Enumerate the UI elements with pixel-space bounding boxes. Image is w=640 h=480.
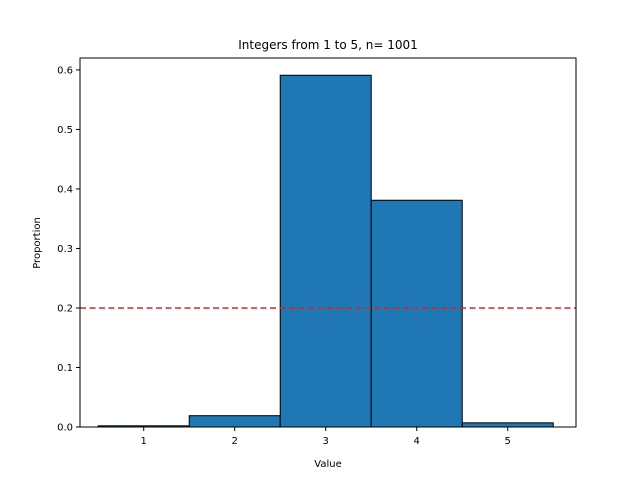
chart-title: Integers from 1 to 5, n= 1001 [238, 38, 418, 52]
bar-4 [370, 199, 463, 428]
bar-2 [188, 415, 281, 428]
y-axis-label: Proportion [32, 217, 43, 269]
y-tick-label: 0.4 [57, 184, 73, 195]
bar-3 [279, 74, 372, 428]
y-tick-label: 0.0 [57, 423, 73, 434]
x-tick-label: 5 [505, 436, 511, 447]
y-tick-label: 0.3 [57, 244, 73, 255]
x-tick-label: 4 [414, 436, 420, 447]
x-axis: 1 2 3 4 5 [141, 427, 511, 447]
x-axis-label: Value [314, 459, 341, 470]
bar-5 [461, 422, 554, 428]
y-tick-label: 0.2 [57, 303, 73, 314]
y-tick-label: 0.5 [57, 125, 73, 136]
plot-frame [79, 57, 577, 428]
bars-group [97, 74, 554, 428]
x-tick-label: 2 [232, 436, 238, 447]
y-tick-label: 0.1 [57, 363, 73, 374]
y-tick-label: 0.6 [57, 65, 73, 76]
y-axis: 0.0 0.1 0.2 0.3 0.4 0.5 0.6 [57, 65, 80, 434]
x-tick-label: 3 [323, 436, 329, 447]
x-tick-label: 1 [141, 436, 147, 447]
